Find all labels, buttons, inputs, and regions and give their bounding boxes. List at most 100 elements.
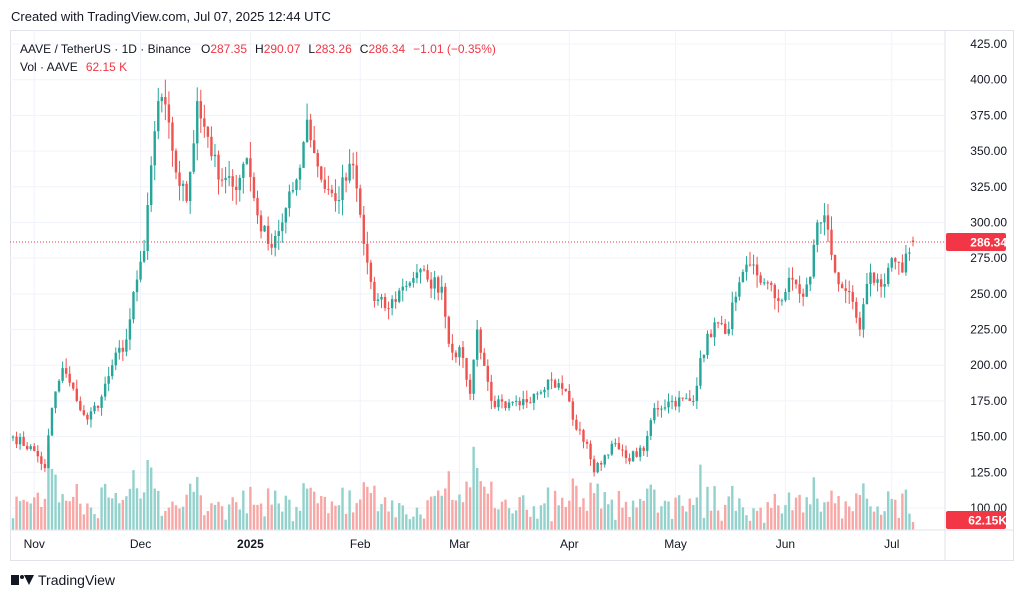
candle-body: [121, 347, 125, 352]
volume-bar: [614, 519, 617, 530]
volume-bar: [695, 497, 699, 530]
candle-body: [798, 284, 801, 294]
candle-body: [886, 267, 890, 285]
candle-body: [475, 329, 479, 360]
candle-body: [408, 282, 412, 286]
volume-bar: [585, 510, 589, 530]
candle-body: [373, 281, 376, 301]
volume-bar: [373, 485, 376, 530]
volume-bar: [511, 513, 514, 530]
brand-name: TradingView: [38, 572, 116, 588]
candle-body: [146, 205, 149, 252]
volume-bar: [727, 496, 730, 530]
candle-body: [305, 119, 309, 143]
volume-bar: [142, 492, 146, 530]
tradingview-branding[interactable]: TradingView: [11, 572, 115, 588]
volume-bar: [429, 496, 433, 530]
candle-body: [553, 380, 557, 388]
volume-bar: [483, 486, 486, 530]
volume-bar: [522, 495, 525, 530]
volume-label[interactable]: Vol · AAVE: [20, 60, 78, 74]
candle-body: [525, 399, 528, 403]
candle-body: [709, 333, 713, 338]
candle-body: [36, 450, 40, 457]
volume-bar: [351, 512, 355, 530]
volume-bar: [29, 503, 32, 530]
candle-body: [507, 402, 511, 409]
candle-body: [780, 300, 784, 302]
candle-body: [681, 397, 684, 399]
volume-bar: [610, 499, 614, 530]
volume-bar: [359, 499, 362, 530]
volume-bar: [132, 470, 135, 530]
volume-bar: [22, 499, 25, 530]
volume-bar: [281, 511, 284, 530]
volume-bar: [762, 522, 766, 530]
volume-bar: [118, 503, 121, 530]
volume-bar: [621, 507, 624, 530]
candle-body: [79, 400, 82, 411]
volume-bar: [302, 483, 305, 530]
volume-bar: [724, 504, 727, 530]
candle-body: [369, 262, 373, 282]
volume-bar: [220, 506, 224, 530]
volume-bar: [103, 483, 107, 530]
volume-bar: [780, 513, 784, 530]
candle-body: [249, 158, 252, 178]
volume-bar: [890, 498, 893, 530]
y-tick-label: 375.00: [970, 108, 1007, 122]
candle-body: [359, 188, 362, 215]
candlestick-chart[interactable]: 425.00 400.00 375.00 350.00 325.00 300.00 275.…: [10, 30, 1014, 561]
volume-bar: [702, 517, 706, 530]
volume-bar: [451, 499, 454, 530]
candle-body: [848, 290, 851, 293]
candle-body: [43, 463, 47, 469]
volume-bar: [235, 502, 238, 530]
volume-bar: [181, 506, 185, 530]
volume-bar: [266, 488, 270, 530]
volume-bar: [500, 501, 504, 530]
candle-body: [741, 271, 745, 283]
candle-body: [667, 401, 670, 408]
volume-bar: [348, 490, 351, 530]
symbol-label[interactable]: AAVE / TetherUS · 1D · Binance: [20, 42, 191, 56]
grid: [10, 30, 945, 530]
candle-body: [819, 222, 823, 224]
last-volume-label-bg: [946, 511, 1006, 529]
candle-body: [291, 189, 295, 192]
candle-body: [901, 262, 904, 273]
volume-bar: [160, 515, 164, 530]
volume-bar: [288, 499, 291, 530]
volume-bar: [564, 506, 567, 530]
volume-bar: [224, 519, 227, 530]
volume-bar: [741, 507, 745, 530]
candle-body: [865, 283, 869, 305]
candle-body: [426, 270, 429, 280]
y-tick-label: 425.00: [970, 37, 1007, 51]
volume-bar: [72, 496, 75, 530]
volume-bar: [174, 505, 178, 530]
volume-bar: [745, 515, 748, 530]
candle-body: [160, 97, 164, 102]
change-value: −1.01 (−0.35%): [413, 42, 496, 56]
candle-body: [610, 443, 614, 455]
candle-body: [716, 322, 720, 324]
volume-bar: [766, 502, 769, 530]
candle-body: [592, 459, 596, 473]
volume-bar: [607, 504, 610, 530]
volume-bar: [249, 486, 252, 530]
volume-bar: [89, 507, 93, 530]
candle-body: [135, 279, 139, 293]
volume-bar: [823, 502, 826, 530]
volume-bar: [43, 498, 47, 530]
volume-bar: [309, 487, 312, 530]
volume-bar: [86, 503, 89, 530]
volume-bar: [543, 503, 546, 530]
volume-bar: [539, 505, 543, 530]
volume-bar: [203, 515, 206, 530]
candle-body: [571, 401, 575, 420]
volume-bar: [507, 508, 511, 530]
x-tick-label: Nov: [24, 537, 45, 551]
candle-body: [685, 398, 688, 400]
candle-body: [876, 279, 879, 283]
